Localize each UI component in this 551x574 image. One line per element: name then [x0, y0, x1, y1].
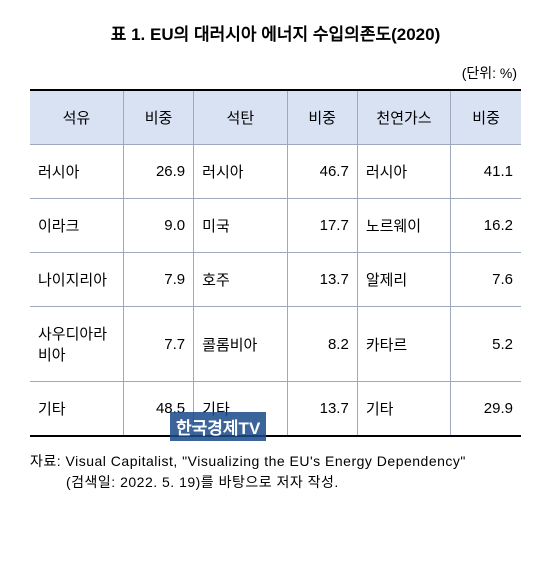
col-header: 석탄 [194, 90, 287, 145]
source-line: 자료: Visual Capitalist, "Visualizing the … [30, 451, 521, 472]
unit-label: (단위: %) [30, 63, 521, 83]
source-line: (검색일: 2022. 5. 19)를 바탕으로 저자 작성. [30, 472, 521, 493]
cell: 26.9 [123, 145, 193, 199]
cell: 기타 [357, 382, 450, 437]
cell: 9.0 [123, 199, 193, 253]
cell: 41.1 [451, 145, 521, 199]
cell: 46.7 [287, 145, 357, 199]
cell: 카타르 [357, 307, 450, 382]
cell: 사우디아라비아 [30, 307, 123, 382]
cell: 이라크 [30, 199, 123, 253]
cell: 29.9 [451, 382, 521, 437]
cell: 나이지리아 [30, 253, 123, 307]
cell: 미국 [194, 199, 287, 253]
table-title: 표 1. EU의 대러시아 에너지 수입의존도(2020) [30, 20, 521, 45]
table-row: 나이지리아 7.9 호주 13.7 알제리 7.6 [30, 253, 521, 307]
cell: 8.2 [287, 307, 357, 382]
cell: 호주 [194, 253, 287, 307]
cell: 콜롬비아 [194, 307, 287, 382]
table-row: 러시아 26.9 러시아 46.7 러시아 41.1 [30, 145, 521, 199]
cell: 노르웨이 [357, 199, 450, 253]
cell: 16.2 [451, 199, 521, 253]
col-header: 천연가스 [357, 90, 450, 145]
col-header: 비중 [451, 90, 521, 145]
cell: 5.2 [451, 307, 521, 382]
source-citation: 자료: Visual Capitalist, "Visualizing the … [30, 451, 521, 493]
header-row: 석유 비중 석탄 비중 천연가스 비중 [30, 90, 521, 145]
cell: 13.7 [287, 253, 357, 307]
cell: 7.7 [123, 307, 193, 382]
cell: 17.7 [287, 199, 357, 253]
cell: 7.9 [123, 253, 193, 307]
col-header: 비중 [287, 90, 357, 145]
cell: 러시아 [30, 145, 123, 199]
cell: 기타 [30, 382, 123, 437]
table-row: 사우디아라비아 7.7 콜롬비아 8.2 카타르 5.2 [30, 307, 521, 382]
col-header: 석유 [30, 90, 123, 145]
table-row: 이라크 9.0 미국 17.7 노르웨이 16.2 [30, 199, 521, 253]
cell: 알제리 [357, 253, 450, 307]
cell: 러시아 [194, 145, 287, 199]
cell: 러시아 [357, 145, 450, 199]
cell: 기타 [194, 382, 287, 437]
cell: 7.6 [451, 253, 521, 307]
col-header: 비중 [123, 90, 193, 145]
table-row: 기타 48.5 기타 13.7 기타 29.9 [30, 382, 521, 437]
data-table: 석유 비중 석탄 비중 천연가스 비중 러시아 26.9 러시아 46.7 러시… [30, 89, 521, 437]
cell: 13.7 [287, 382, 357, 437]
cell: 48.5 [123, 382, 193, 437]
